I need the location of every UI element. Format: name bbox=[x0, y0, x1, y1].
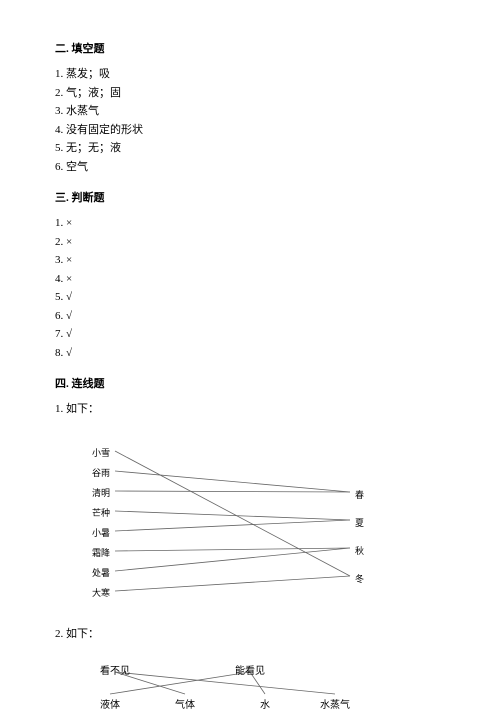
list-item: 1. × bbox=[55, 215, 445, 232]
diagram-right-label: 冬 bbox=[355, 572, 364, 585]
diagram-label: 水蒸气 bbox=[320, 696, 350, 711]
list-item: 2. × bbox=[55, 234, 445, 251]
list-item: 7. √ bbox=[55, 326, 445, 343]
diagram-left-label: 霜降 bbox=[92, 546, 110, 559]
diagram-left-label: 处暑 bbox=[92, 566, 110, 579]
section-4-title: 四. 连线题 bbox=[55, 375, 445, 391]
list-item: 3. × bbox=[55, 252, 445, 269]
section-3-title: 三. 判断题 bbox=[55, 189, 445, 205]
section-2-list: 1. 蒸发；吸 2. 气；液；固3. 水蒸气 4. 没有固定的形状5. 无；无；液 6… bbox=[55, 66, 445, 175]
diagram-right-label: 春 bbox=[355, 488, 364, 501]
diagram-label: 气体 bbox=[175, 696, 195, 711]
list-item: 8. √ bbox=[55, 345, 445, 362]
section-3-list: 1. × 2. ×3. × 4. ×5. √ 6. √7. √ 8. √ bbox=[55, 215, 445, 361]
diagram-label: 水 bbox=[260, 696, 270, 711]
q1-label: 1. 如下： bbox=[55, 401, 445, 418]
matching-diagram-2: 看不见 能看见液体 气体 水 水蒸气 bbox=[65, 654, 375, 709]
list-item: 6. √ bbox=[55, 308, 445, 325]
diagram-label: 能看见 bbox=[235, 662, 265, 677]
list-item: 5. 无；无；液 bbox=[55, 140, 445, 157]
list-item: 5. √ bbox=[55, 289, 445, 306]
diagram-left-label: 大寒 bbox=[92, 586, 110, 599]
diagram-left-label: 小雪 bbox=[92, 446, 110, 459]
q2-label: 2. 如下： bbox=[55, 626, 445, 643]
list-item: 1. 蒸发；吸 bbox=[55, 66, 445, 83]
list-item: 6. 空气 bbox=[55, 159, 445, 176]
diagram-right-label: 夏 bbox=[355, 516, 364, 529]
list-item: 4. 没有固定的形状 bbox=[55, 122, 445, 139]
section-2-title: 二. 填空题 bbox=[55, 40, 445, 56]
list-item: 4. × bbox=[55, 271, 445, 288]
matching-diagram-1: 小雪谷雨清明芒种小暑霜降处暑大寒 春夏秋冬 bbox=[65, 436, 375, 606]
diagram-label: 液体 bbox=[100, 696, 120, 711]
list-item: 3. 水蒸气 bbox=[55, 103, 445, 120]
diagram-label: 看不见 bbox=[100, 662, 130, 677]
diagram-right-label: 秋 bbox=[355, 544, 364, 557]
diagram-left-label: 谷雨 bbox=[92, 466, 110, 479]
diagram-left-label: 芒种 bbox=[92, 506, 110, 519]
diagram-left-label: 清明 bbox=[92, 486, 110, 499]
diagram-left-label: 小暑 bbox=[92, 526, 110, 539]
list-item: 2. 气；液；固 bbox=[55, 85, 445, 102]
